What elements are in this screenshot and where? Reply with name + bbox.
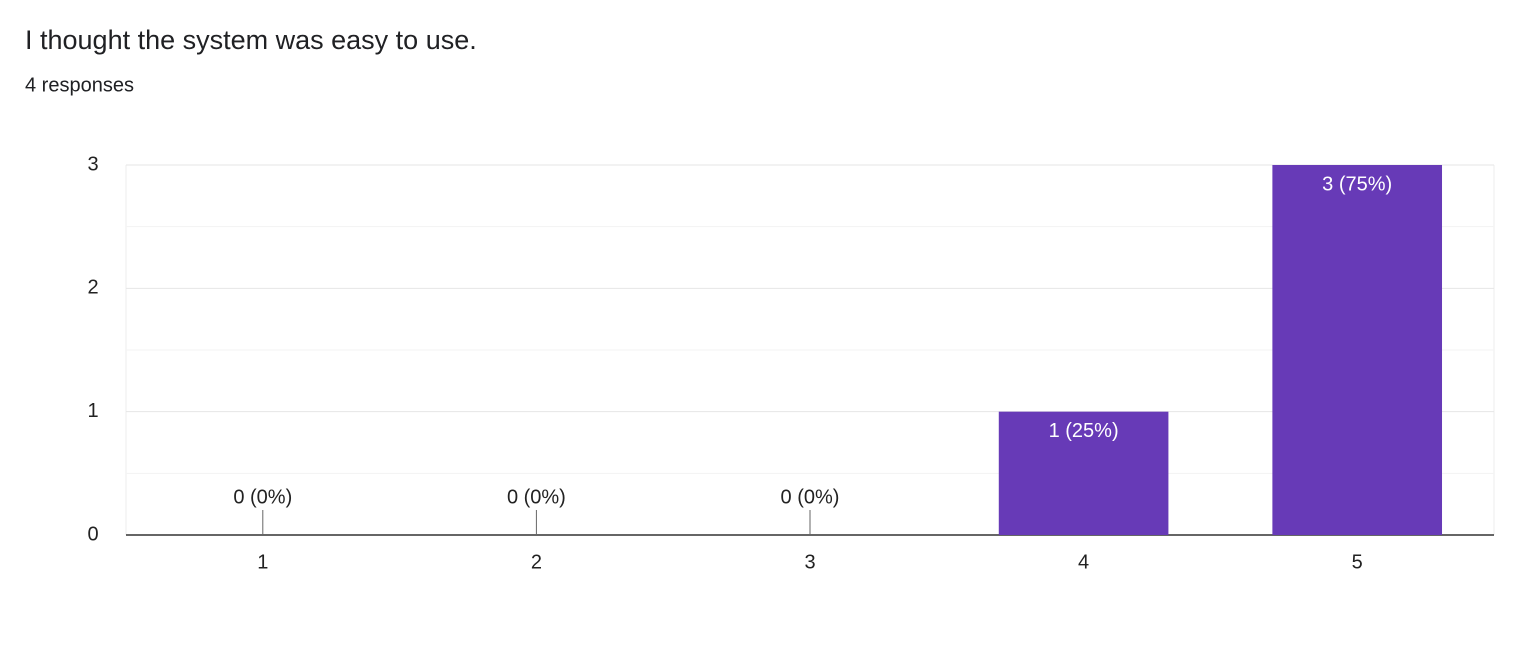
x-tick-label: 3 xyxy=(804,551,815,573)
x-tick-label: 1 xyxy=(257,551,268,573)
y-tick-label: 1 xyxy=(87,400,98,422)
x-tick-label: 4 xyxy=(1078,551,1089,573)
bar xyxy=(998,411,1169,535)
chart-title: I thought the system was easy to use. xyxy=(25,25,477,55)
y-tick-label: 3 xyxy=(87,153,98,175)
chart-subtitle: 4 responses xyxy=(25,74,134,96)
y-tick-label: 0 xyxy=(87,523,98,545)
value-label: 0 (0%) xyxy=(233,486,292,508)
x-tick-label: 5 xyxy=(1352,551,1363,573)
x-tick-label: 2 xyxy=(531,551,542,573)
value-label: 1 (25%) xyxy=(1049,420,1119,442)
value-label: 3 (75%) xyxy=(1322,173,1392,195)
bar xyxy=(1272,165,1443,535)
value-label: 0 (0%) xyxy=(507,486,566,508)
y-tick-label: 2 xyxy=(87,277,98,299)
value-label: 0 (0%) xyxy=(781,486,840,508)
